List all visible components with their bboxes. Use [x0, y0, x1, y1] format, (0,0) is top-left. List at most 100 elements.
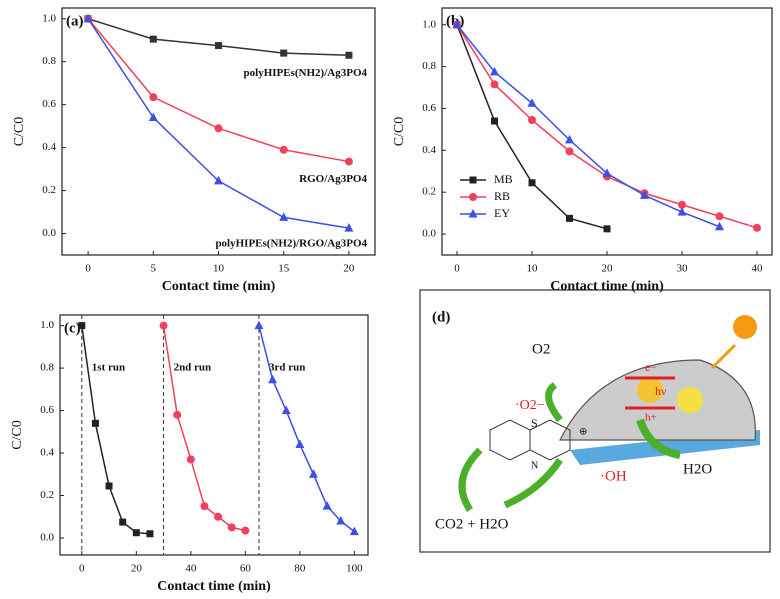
arrow: [503, 458, 563, 509]
electron: e−: [645, 360, 657, 374]
marker: [469, 193, 477, 201]
marker: [279, 145, 288, 154]
marker: [468, 209, 478, 218]
y-axis-label: C/C0: [10, 420, 25, 450]
x-tick-label: 30: [677, 263, 689, 275]
series-annotation: 1st run: [92, 362, 125, 374]
hole: h+: [645, 412, 657, 424]
legend-label: MB: [494, 172, 513, 186]
atom: N: [531, 460, 538, 471]
series-annotation: polyHIPEs(NH2)/Ag3PO4: [244, 67, 368, 79]
marker: [345, 51, 353, 59]
marker: [469, 176, 477, 184]
legend-label: RB: [494, 189, 510, 203]
marker: [336, 516, 346, 525]
marker: [344, 223, 354, 232]
x-tick-label: 5: [151, 263, 157, 275]
marker: [78, 322, 86, 330]
x-tick-label: 60: [240, 563, 252, 575]
marker: [254, 320, 264, 330]
series-line: [81, 325, 151, 535]
marker: [146, 530, 154, 538]
marker: [105, 482, 113, 490]
marker: [227, 523, 236, 532]
arrow: [545, 382, 563, 423]
legend-label: EY: [494, 206, 510, 220]
light-ray: [710, 343, 737, 370]
y-tick-label: 0.8: [40, 362, 54, 374]
marker: [214, 175, 223, 185]
y-tick-label: 0.4: [422, 144, 436, 156]
ring: [529, 419, 571, 461]
y-axis-label: C/C0: [392, 117, 407, 147]
marker: [603, 225, 611, 233]
marker: [281, 405, 291, 415]
y-tick-label: 0.4: [40, 447, 54, 459]
hydroxyl: ·OH: [600, 468, 627, 484]
hv: hν: [655, 384, 667, 398]
atom: S: [531, 416, 538, 430]
marker: [241, 526, 250, 535]
y-tick-label: 0.8: [42, 55, 56, 67]
series-line: [87, 18, 350, 163]
x-tick-label: 0: [79, 563, 85, 575]
y-tick-label: 0.8: [422, 60, 436, 72]
x-tick-label: 0: [85, 263, 91, 275]
marker: [565, 134, 574, 144]
panel-frame: [419, 289, 771, 553]
marker: [132, 529, 140, 537]
sun: [733, 315, 757, 339]
marker: [83, 13, 93, 23]
marker: [715, 221, 724, 231]
x-tick-label: 40: [185, 563, 197, 575]
marker: [490, 80, 499, 89]
series-line: [456, 24, 608, 230]
marker: [527, 98, 537, 107]
x-tick-label: 100: [346, 563, 363, 575]
marker: [159, 321, 168, 330]
marker: [308, 469, 318, 478]
marker: [565, 147, 574, 156]
x-axis-label: Contact time (min): [550, 279, 664, 294]
marker: [186, 455, 195, 464]
series-annotation: 3rd run: [269, 362, 305, 374]
panel-label: (a): [66, 13, 84, 29]
x-axis-label: Contact time (min): [157, 579, 271, 594]
series-annotation: RGO/Ag3PO4: [299, 173, 367, 185]
marker: [344, 157, 353, 166]
series-annotation: 2nd run: [174, 362, 212, 374]
series-line: [87, 18, 350, 229]
marker: [149, 35, 157, 43]
panel-label: (c): [64, 320, 81, 336]
y-tick-label: 0.0: [40, 532, 54, 544]
plot-frame: [59, 314, 369, 556]
marker: [490, 66, 499, 76]
marker: [200, 502, 209, 511]
series-line: [456, 24, 720, 228]
x-tick-label: 0: [454, 263, 460, 275]
arrow: [636, 418, 681, 459]
marker: [214, 512, 223, 521]
marker: [295, 439, 305, 449]
charge: ⊕: [579, 426, 587, 437]
marker: [715, 212, 724, 221]
x-tick-label: 20: [602, 263, 614, 275]
marker: [214, 124, 223, 133]
water: H2O: [683, 461, 712, 477]
y-tick-label: 0.0: [42, 227, 56, 239]
marker: [149, 93, 158, 102]
marker: [640, 190, 649, 199]
y-tick-label: 0.6: [42, 98, 56, 110]
x-tick-label: 20: [131, 563, 143, 575]
marker: [677, 207, 687, 216]
marker: [268, 374, 278, 384]
x-tick-label: 20: [343, 263, 355, 275]
arrow: [458, 447, 483, 512]
x-tick-label: 15: [278, 263, 290, 275]
products: CO2 + H2O: [435, 516, 509, 532]
y-tick-label: 1.0: [40, 319, 54, 331]
panel-d: (d) S N ⊕ O2 ·O2− e− hν h+ H2O ·OH CO2 +…: [419, 289, 771, 553]
ring: [489, 419, 531, 461]
marker: [528, 179, 536, 187]
